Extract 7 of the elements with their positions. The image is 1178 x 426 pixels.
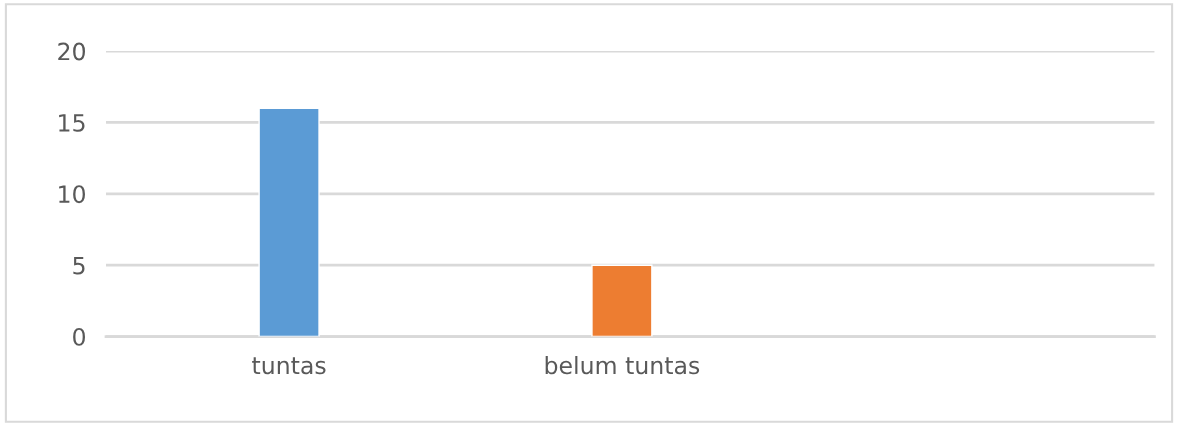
x-tick-label: belum tuntas (545, 355, 700, 375)
y-tick-label: 15 (59, 114, 85, 132)
y-tick-label: 0 (73, 327, 86, 346)
y-tick-label: 10 (59, 185, 86, 204)
y-tick-label: 5 (73, 256, 85, 275)
y-tick-label: 20 (58, 42, 86, 61)
x-tick-label: tuntas (252, 357, 326, 375)
